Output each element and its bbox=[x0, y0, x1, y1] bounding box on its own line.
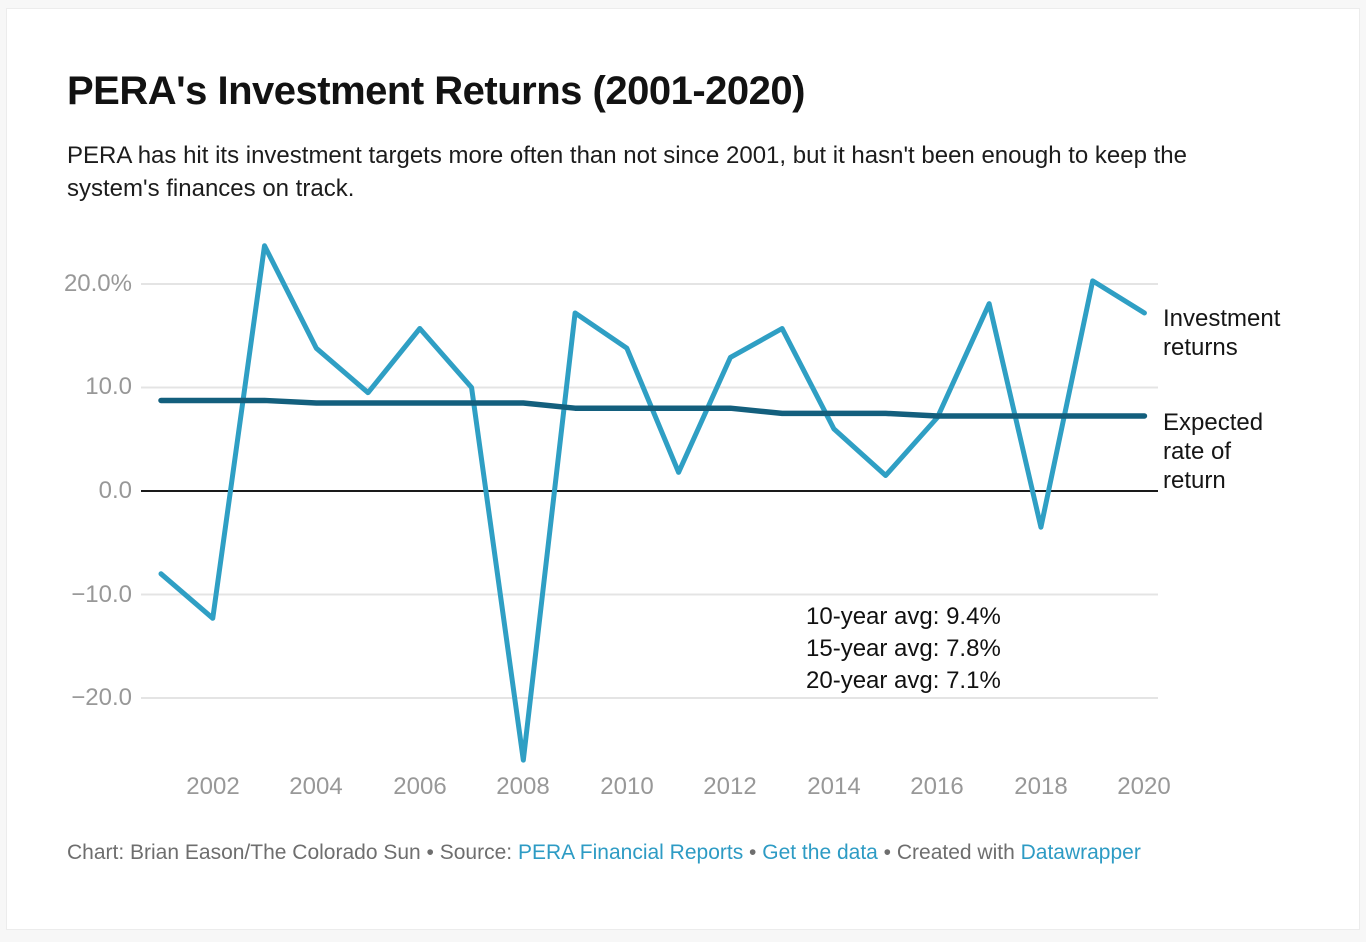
x-axis-tick-label: 2012 bbox=[703, 773, 757, 800]
averages-annotation: 10-year avg: 9.4% 15-year avg: 7.8% 20-y… bbox=[806, 601, 1066, 697]
x-axis-tick-label: 2006 bbox=[393, 773, 447, 800]
x-axis-tick-label: 2014 bbox=[807, 773, 861, 800]
source-link[interactable]: PERA Financial Reports bbox=[517, 841, 744, 864]
gridlines bbox=[141, 283, 1158, 699]
x-axis-tick-label: 2020 bbox=[1117, 773, 1171, 800]
footer-byline: Chart: Brian Eason/The Colorado Sun • So… bbox=[67, 839, 1307, 866]
x-axis-tick-label: 2016 bbox=[910, 773, 964, 800]
x-axis-tick-label: 2008 bbox=[496, 773, 550, 800]
annotation-20yr-avg: 20-year avg: 7.1% bbox=[806, 667, 1001, 694]
x-axis-tick-label: 2010 bbox=[600, 773, 654, 800]
x-axis-tick-label: 2004 bbox=[289, 773, 343, 800]
annotation-15yr-avg: 15-year avg: 7.8% bbox=[806, 635, 1001, 662]
footer-separator: • bbox=[743, 841, 763, 864]
x-axis-tick-label: 2018 bbox=[1014, 773, 1068, 800]
datawrapper-link[interactable]: Datawrapper bbox=[1020, 841, 1141, 864]
y-axis-tick-label: 20.0% bbox=[63, 270, 132, 297]
legend-item-expected-rate: Expected rate of return bbox=[1163, 409, 1264, 494]
annotation-10yr-avg: 10-year avg: 9.4% bbox=[806, 603, 1001, 630]
legend-item-investment-returns: Investment returns bbox=[1163, 305, 1281, 361]
footer-text: • Created with bbox=[877, 841, 1021, 864]
y-axis-tick-label: 10.0 bbox=[85, 373, 132, 400]
chart-canvas bbox=[141, 243, 1158, 763]
x-axis-tick-label: 2002 bbox=[186, 773, 240, 800]
y-axis-tick-label: −20.0 bbox=[71, 684, 132, 711]
chart-card: PERA's Investment Returns (2001-2020) PE… bbox=[6, 8, 1360, 930]
page-title: PERA's Investment Returns (2001-2020) bbox=[67, 69, 805, 113]
chart-subtitle: PERA has hit its investment targets more… bbox=[67, 142, 1187, 202]
y-axis-tick-label: −10.0 bbox=[71, 581, 132, 608]
y-axis-tick-label: 0.0 bbox=[98, 477, 132, 504]
expected-rate-line bbox=[158, 397, 1148, 419]
footer-text: Chart: Brian Eason/The Colorado Sun • So… bbox=[67, 841, 518, 864]
get-the-data-link[interactable]: Get the data bbox=[762, 841, 878, 864]
